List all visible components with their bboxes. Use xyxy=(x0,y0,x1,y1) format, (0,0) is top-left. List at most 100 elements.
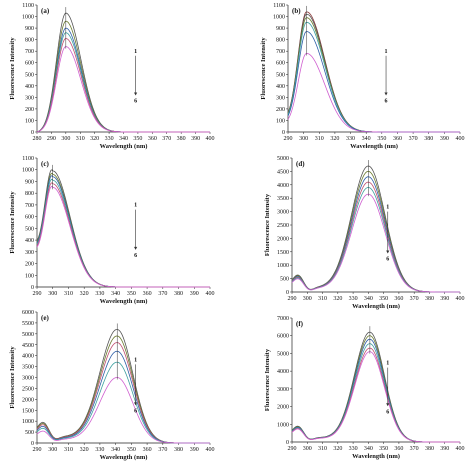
x-tick-label: 340 xyxy=(362,136,371,142)
x-tick-label: 380 xyxy=(177,136,186,142)
y-axis-title: Fluorescence Intensity xyxy=(264,348,271,411)
x-tick-label: 350 xyxy=(127,291,136,297)
series-line xyxy=(36,350,210,444)
y-tick-label: 1500 xyxy=(22,408,34,414)
y-tick-label: 5500 xyxy=(22,321,34,327)
arrow-start-label: 1 xyxy=(386,361,389,367)
x-tick-label: 340 xyxy=(364,296,373,302)
arrow-head-icon xyxy=(384,92,388,96)
x-tick-label: 290 xyxy=(33,447,42,453)
y-tick-label: 3000 xyxy=(22,376,34,382)
y-tick-label: 200 xyxy=(25,107,34,113)
y-tick-label: 600 xyxy=(25,215,34,221)
y-tick-label: 4500 xyxy=(277,169,289,175)
y-tick-label: 4000 xyxy=(277,183,289,189)
x-tick-label: 370 xyxy=(409,136,418,142)
y-tick-label: 300 xyxy=(25,250,34,256)
series-line xyxy=(287,31,460,133)
series-line xyxy=(36,46,210,133)
y-tick-label: 1000 xyxy=(277,263,289,269)
y-tick-label: 400 xyxy=(276,84,285,90)
y-tick-label: 0 xyxy=(286,440,289,446)
x-tick-label: 380 xyxy=(174,291,183,297)
series-line xyxy=(36,329,210,444)
x-tick-label: 300 xyxy=(303,446,312,452)
x-tick-label: 320 xyxy=(333,296,342,302)
x-tick-label: 380 xyxy=(425,296,434,302)
y-tick-label: 200 xyxy=(276,107,285,113)
arrow-start-label: 1 xyxy=(134,357,137,363)
x-axis-title: Wavelength (nm) xyxy=(100,454,148,461)
x-tick-label: 390 xyxy=(190,291,199,297)
x-tick-label: 400 xyxy=(456,296,465,302)
x-tick-label: 320 xyxy=(80,291,89,297)
x-tick-label: 320 xyxy=(90,136,99,142)
y-tick-label: 300 xyxy=(25,95,34,101)
chart-panel: 290 300 310 320 330 340 350 360 370 380 390 400 0 100… xyxy=(9,156,215,305)
x-axis-title: Wavelength (nm) xyxy=(100,298,148,305)
y-tick-label: 900 xyxy=(276,26,285,32)
y-tick-label: 100 xyxy=(25,118,34,124)
x-tick-label: 390 xyxy=(190,447,199,453)
series-line xyxy=(36,169,210,288)
y-tick-label: 1000 xyxy=(277,422,289,428)
x-tick-label: 360 xyxy=(394,446,403,452)
y-tick-label: 100 xyxy=(25,273,34,279)
y-tick-label: 100 xyxy=(276,118,285,124)
x-tick-label: 370 xyxy=(158,291,167,297)
series-line xyxy=(36,185,210,288)
x-tick-label: 390 xyxy=(440,446,449,452)
x-tick-label: 390 xyxy=(191,136,200,142)
series-line xyxy=(291,170,460,293)
x-tick-label: 350 xyxy=(133,136,142,142)
y-tick-label: 3500 xyxy=(277,196,289,202)
y-tick-label: 3500 xyxy=(22,365,34,371)
y-tick-label: 1000 xyxy=(22,419,34,425)
chart-panel: 290 300 310 320 330 340 350 360 370 380 390 4000500… xyxy=(9,310,215,461)
x-tick-label: 330 xyxy=(349,296,358,302)
x-tick-label: 370 xyxy=(410,446,419,452)
x-tick-label: 380 xyxy=(425,446,434,452)
x-tick-label: 300 xyxy=(61,136,70,142)
x-tick-label: 290 xyxy=(33,291,42,297)
series-line xyxy=(291,351,460,443)
y-tick-label: 2000 xyxy=(277,405,289,411)
y-tick-label: 1000 xyxy=(22,15,34,21)
x-tick-label: 350 xyxy=(377,136,386,142)
y-tick-label: 800 xyxy=(276,38,285,44)
y-tick-label: 500 xyxy=(25,226,34,232)
panel-label: (c) xyxy=(41,160,49,168)
x-tick-label: 290 xyxy=(288,296,297,302)
y-tick-label: 3000 xyxy=(277,210,289,216)
x-axis-title: Wavelength (nm) xyxy=(100,143,148,150)
y-tick-label: 6000 xyxy=(277,334,289,340)
y-tick-label: 2500 xyxy=(22,386,34,392)
series-line xyxy=(287,53,460,133)
x-tick-label: 330 xyxy=(95,291,104,297)
arrow-end-label: 6 xyxy=(386,256,389,262)
x-tick-label: 300 xyxy=(299,136,308,142)
x-axis-title: Wavelength (nm) xyxy=(352,453,400,460)
panel-label: (b) xyxy=(292,7,301,15)
arrow-end-label: 6 xyxy=(385,98,388,104)
x-tick-label: 320 xyxy=(333,446,342,452)
x-axis-title: Wavelength (nm) xyxy=(352,303,400,310)
arrow-start-label: 1 xyxy=(386,205,389,211)
y-tick-label: 1100 xyxy=(273,3,285,9)
y-tick-label: 0 xyxy=(31,285,34,291)
y-tick-label: 500 xyxy=(25,72,34,78)
y-axis-title: Fluorescence Intensity xyxy=(9,37,16,100)
x-tick-label: 350 xyxy=(127,447,136,453)
x-tick-label: 350 xyxy=(379,446,388,452)
arrow-end-label: 6 xyxy=(134,253,137,259)
x-tick-label: 310 xyxy=(315,136,324,142)
series-line xyxy=(291,347,460,443)
x-tick-label: 370 xyxy=(158,447,167,453)
x-tick-label: 350 xyxy=(379,296,388,302)
x-tick-label: 300 xyxy=(48,447,57,453)
x-tick-label: 370 xyxy=(162,136,171,142)
arrow-start-label: 1 xyxy=(134,203,137,209)
x-tick-label: 340 xyxy=(111,291,120,297)
y-tick-label: 1500 xyxy=(277,250,289,256)
y-tick-label: 0 xyxy=(31,130,34,136)
